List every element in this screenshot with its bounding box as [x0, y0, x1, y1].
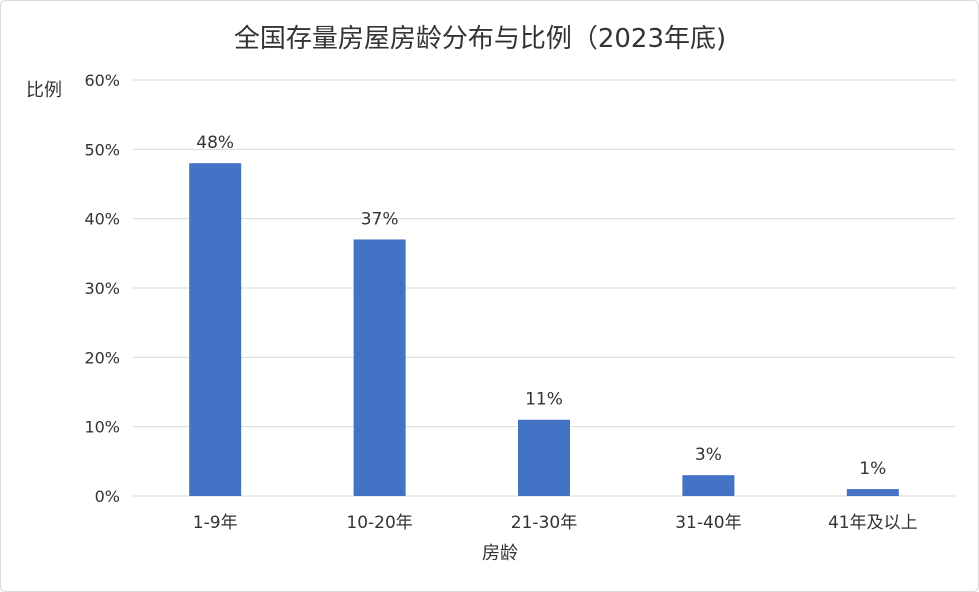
y-tick-label: 30% [84, 279, 120, 298]
bars [189, 163, 899, 496]
bar [846, 489, 899, 496]
x-tick-label: 41年及以上 [828, 513, 918, 533]
x-tick-label: 31-40年 [675, 513, 741, 533]
y-tick-label: 40% [84, 210, 120, 229]
bar [353, 239, 406, 496]
x-tick-label: 1-9年 [193, 513, 238, 533]
data-label: 1% [859, 459, 886, 479]
data-label: 37% [361, 209, 399, 229]
y-tick-label: 60% [84, 71, 120, 90]
bar [682, 475, 735, 496]
data-label: 48% [196, 133, 234, 153]
x-axis-label: 房龄 [482, 543, 518, 564]
bar [518, 419, 570, 496]
data-label: 3% [695, 445, 722, 465]
chart-title: 全国存量房屋房龄分布与比例（2023年底) [234, 24, 726, 54]
data-labels: 48% 37% 11% 3% 1% [196, 133, 886, 479]
bar [189, 163, 242, 496]
x-tick-label: 10-20年 [346, 513, 412, 533]
y-tick-label: 50% [84, 140, 120, 159]
x-tick-label: 21-30年 [511, 513, 577, 533]
data-label: 11% [525, 390, 563, 410]
y-axis-label: 比例 [26, 80, 62, 101]
y-tick-label: 20% [84, 348, 120, 367]
y-tick-label: 10% [84, 418, 120, 437]
grid-lines [133, 79, 955, 497]
x-tick-labels: 1-9年 10-20年 21-30年 31-40年 41年及以上 [193, 513, 918, 533]
y-tick-label: 0% [95, 487, 120, 506]
y-tick-labels: 0% 10% 20% 30% 40% 50% 60% [84, 71, 120, 506]
